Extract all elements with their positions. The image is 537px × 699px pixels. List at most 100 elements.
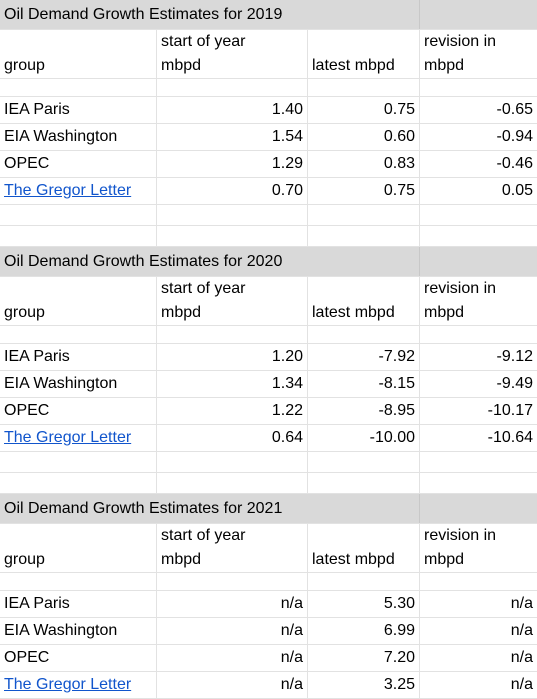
table-title-cell[interactable]: Oil Demand Growth Estimates for 2020	[0, 247, 420, 276]
group-cell[interactable]: OPEC	[0, 398, 157, 424]
empty-cell[interactable]	[308, 473, 420, 493]
empty-cell[interactable]	[0, 573, 157, 590]
empty-cell[interactable]	[420, 473, 537, 493]
latest-cell[interactable]: 7.20	[308, 645, 420, 671]
empty-cell[interactable]	[420, 79, 537, 96]
group-name: EIA Washington	[4, 128, 118, 145]
empty-cell[interactable]	[157, 226, 308, 246]
latest-cell[interactable]: 0.75	[308, 178, 420, 204]
group-cell[interactable]: EIA Washington	[0, 124, 157, 150]
gregor-letter-link[interactable]: The Gregor Letter	[4, 182, 132, 199]
revision-cell[interactable]: -0.46	[420, 151, 537, 177]
revision-cell[interactable]: n/a	[420, 618, 537, 644]
revision-cell[interactable]: 0.05	[420, 178, 537, 204]
revision-cell[interactable]: n/a	[420, 645, 537, 671]
group-cell[interactable]: The Gregor Letter	[0, 672, 157, 698]
empty-cell[interactable]	[308, 573, 420, 590]
header-start-cell[interactable]: start of year mbpd	[157, 277, 308, 325]
gregor-letter-link[interactable]: The Gregor Letter	[4, 429, 132, 446]
group-cell[interactable]: The Gregor Letter	[0, 178, 157, 204]
start-value: 1.34	[271, 375, 303, 392]
empty-cell[interactable]	[420, 326, 537, 343]
start-cell[interactable]: 1.40	[157, 97, 308, 123]
header-group-cell[interactable]: group	[0, 30, 157, 78]
latest-cell[interactable]: 3.25	[308, 672, 420, 698]
empty-cell[interactable]	[157, 452, 308, 472]
start-cell[interactable]: 1.34	[157, 371, 308, 397]
start-cell[interactable]: n/a	[157, 618, 308, 644]
revision-cell[interactable]: -10.64	[420, 425, 537, 451]
latest-cell[interactable]: 0.60	[308, 124, 420, 150]
empty-cell[interactable]	[420, 452, 537, 472]
revision-cell[interactable]: -0.65	[420, 97, 537, 123]
empty-cell[interactable]	[157, 473, 308, 493]
start-cell[interactable]: 0.70	[157, 178, 308, 204]
revision-cell[interactable]: n/a	[420, 672, 537, 698]
start-cell[interactable]: n/a	[157, 645, 308, 671]
header-latest-cell[interactable]: latest mbpd	[308, 277, 420, 325]
empty-cell[interactable]	[308, 79, 420, 96]
group-cell[interactable]: OPEC	[0, 151, 157, 177]
group-cell[interactable]: The Gregor Letter	[0, 425, 157, 451]
empty-cell[interactable]	[308, 205, 420, 225]
table-title-cell[interactable]: Oil Demand Growth Estimates for 2021	[0, 494, 420, 523]
latest-cell[interactable]: 0.75	[308, 97, 420, 123]
empty-cell[interactable]	[308, 226, 420, 246]
revision-cell[interactable]: n/a	[420, 591, 537, 617]
empty-cell[interactable]	[0, 473, 157, 493]
latest-cell[interactable]: -8.95	[308, 398, 420, 424]
group-cell[interactable]: IEA Paris	[0, 344, 157, 370]
empty-cell[interactable]	[157, 573, 308, 590]
empty-cell[interactable]	[157, 205, 308, 225]
group-cell[interactable]: OPEC	[0, 645, 157, 671]
empty-cell[interactable]	[0, 326, 157, 343]
header-revision-cell[interactable]: revision in mbpd	[420, 277, 537, 325]
table-title-cell[interactable]: Oil Demand Growth Estimates for 2019	[0, 0, 420, 29]
header-latest: latest mbpd	[312, 304, 395, 321]
header-latest-cell[interactable]: latest mbpd	[308, 524, 420, 572]
empty-cell[interactable]	[420, 0, 537, 29]
latest-cell[interactable]: 0.83	[308, 151, 420, 177]
empty-cell[interactable]	[420, 205, 537, 225]
empty-cell[interactable]	[0, 226, 157, 246]
start-cell[interactable]: 1.22	[157, 398, 308, 424]
start-cell[interactable]: 1.54	[157, 124, 308, 150]
start-cell[interactable]: n/a	[157, 591, 308, 617]
revision-cell[interactable]: -10.17	[420, 398, 537, 424]
empty-cell[interactable]	[157, 326, 308, 343]
start-cell[interactable]: 0.64	[157, 425, 308, 451]
header-revision-cell[interactable]: revision in mbpd	[420, 524, 537, 572]
empty-cell[interactable]	[0, 452, 157, 472]
empty-cell[interactable]	[308, 452, 420, 472]
start-cell[interactable]: n/a	[157, 672, 308, 698]
group-cell[interactable]: IEA Paris	[0, 97, 157, 123]
start-cell[interactable]: 1.29	[157, 151, 308, 177]
empty-cell[interactable]	[420, 573, 537, 590]
group-cell[interactable]: IEA Paris	[0, 591, 157, 617]
header-group-cell[interactable]: group	[0, 277, 157, 325]
empty-cell[interactable]	[420, 226, 537, 246]
latest-cell[interactable]: -10.00	[308, 425, 420, 451]
latest-cell[interactable]: -8.15	[308, 371, 420, 397]
header-start-cell[interactable]: start of year mbpd	[157, 524, 308, 572]
empty-cell[interactable]	[308, 326, 420, 343]
group-cell[interactable]: EIA Washington	[0, 618, 157, 644]
gregor-letter-link[interactable]: The Gregor Letter	[4, 676, 132, 693]
revision-cell[interactable]: -9.49	[420, 371, 537, 397]
empty-cell[interactable]	[157, 79, 308, 96]
latest-cell[interactable]: -7.92	[308, 344, 420, 370]
revision-cell[interactable]: -0.94	[420, 124, 537, 150]
latest-cell[interactable]: 6.99	[308, 618, 420, 644]
revision-cell[interactable]: -9.12	[420, 344, 537, 370]
start-cell[interactable]: 1.20	[157, 344, 308, 370]
empty-cell[interactable]	[420, 247, 537, 276]
empty-cell[interactable]	[0, 205, 157, 225]
latest-cell[interactable]: 5.30	[308, 591, 420, 617]
empty-cell[interactable]	[0, 79, 157, 96]
group-cell[interactable]: EIA Washington	[0, 371, 157, 397]
header-start-cell[interactable]: start of year mbpd	[157, 30, 308, 78]
empty-cell[interactable]	[420, 494, 537, 523]
header-group-cell[interactable]: group	[0, 524, 157, 572]
header-revision-cell[interactable]: revision in mbpd	[420, 30, 537, 78]
header-latest-cell[interactable]: latest mbpd	[308, 30, 420, 78]
